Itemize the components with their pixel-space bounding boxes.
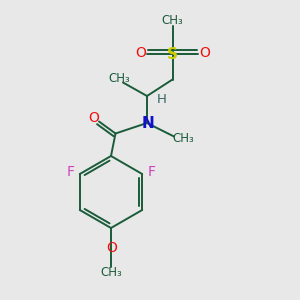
Text: CH₃: CH₃ bbox=[100, 266, 122, 280]
Text: CH₃: CH₃ bbox=[109, 71, 130, 85]
Text: S: S bbox=[167, 46, 178, 62]
Text: F: F bbox=[66, 166, 74, 179]
Text: N: N bbox=[141, 116, 154, 130]
Text: O: O bbox=[106, 241, 117, 254]
Text: CH₃: CH₃ bbox=[172, 131, 194, 145]
Text: O: O bbox=[88, 111, 99, 125]
Text: H: H bbox=[157, 93, 167, 106]
Text: O: O bbox=[199, 46, 210, 60]
Text: O: O bbox=[135, 46, 146, 60]
Text: F: F bbox=[148, 166, 156, 179]
Text: CH₃: CH₃ bbox=[162, 14, 183, 28]
